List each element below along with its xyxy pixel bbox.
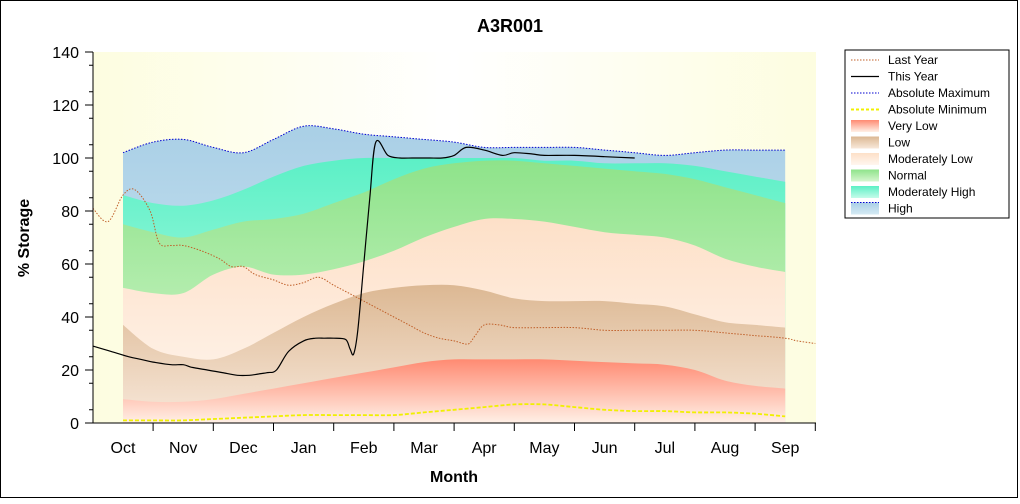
legend-label-last-year: Last Year bbox=[888, 53, 938, 67]
legend-swatch-very-low bbox=[851, 120, 879, 132]
x-tick-label: Feb bbox=[350, 440, 378, 457]
legend-swatch-high bbox=[851, 202, 879, 215]
legend-label-absolute-maximum: Absolute Maximum bbox=[888, 86, 990, 100]
legend-label-high: High bbox=[888, 202, 913, 216]
y-tick-label: 20 bbox=[61, 363, 79, 380]
legend-swatch-normal bbox=[851, 169, 879, 182]
band-very-low bbox=[123, 359, 786, 423]
y-tick-label: 60 bbox=[61, 257, 79, 274]
y-tick-label: 0 bbox=[70, 416, 79, 433]
legend-swatch-moderately-high bbox=[851, 186, 879, 198]
x-tick-label: May bbox=[529, 440, 559, 457]
absolute-minimum-line bbox=[122, 403, 786, 422]
legend-swatch-low bbox=[851, 136, 879, 149]
x-tick-label: Aug bbox=[711, 440, 739, 457]
x-tick-label: Sep bbox=[771, 440, 800, 457]
legend-label-absolute-minimum: Absolute Minimum bbox=[888, 103, 987, 117]
y-tick-label: 100 bbox=[52, 151, 79, 168]
legend-label-this-year: This Year bbox=[888, 70, 938, 84]
legend-label-normal: Normal bbox=[888, 169, 927, 183]
chart-title: A3R001 bbox=[477, 16, 543, 36]
legend-label-low: Low bbox=[888, 136, 910, 150]
legend: Last Year This Year Absolute Maximum Absolu… bbox=[844, 49, 1010, 219]
last-year-line bbox=[92, 188, 816, 345]
this-year-line bbox=[92, 139, 635, 377]
x-axis-ticks: Oct Nov Dec Jan Feb Mar Apr May Jun Jul Aug Sep bbox=[111, 423, 816, 457]
x-tick-label: Jun bbox=[592, 440, 618, 457]
x-axis-label: Month bbox=[430, 469, 478, 486]
x-tick-label: Nov bbox=[169, 440, 197, 457]
y-axis-label: % Storage bbox=[16, 199, 33, 277]
legend-swatch-moderately-low bbox=[851, 153, 879, 165]
y-tick-label: 140 bbox=[52, 45, 79, 62]
data-series bbox=[92, 125, 816, 422]
legend-label-very-low: Very Low bbox=[888, 119, 938, 133]
storage-bands bbox=[123, 125, 786, 424]
x-tick-label: Oct bbox=[111, 440, 136, 457]
x-tick-label: Jan bbox=[291, 440, 317, 457]
absolute-maximum-line bbox=[122, 125, 786, 156]
legend-label-moderately-low: Moderately Low bbox=[888, 152, 973, 166]
x-tick-label: Apr bbox=[472, 440, 498, 457]
x-tick-label: Dec bbox=[229, 440, 257, 457]
y-tick-label: 40 bbox=[61, 310, 79, 327]
legend-label-moderately-high: Moderately High bbox=[888, 185, 975, 199]
x-tick-label: Jul bbox=[655, 440, 675, 457]
y-tick-label: 80 bbox=[61, 204, 79, 221]
y-axis-ticks: 0 20 40 60 80 100 120 140 bbox=[52, 45, 93, 433]
x-tick-label: Mar bbox=[410, 440, 438, 457]
y-tick-label: 120 bbox=[52, 98, 79, 115]
